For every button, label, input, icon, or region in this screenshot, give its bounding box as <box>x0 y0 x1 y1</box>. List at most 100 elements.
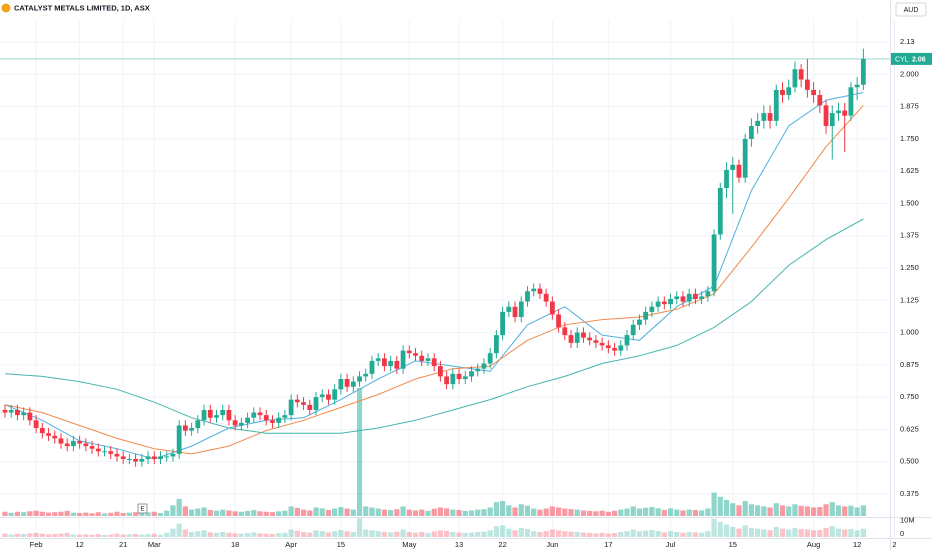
volume-bar <box>699 510 705 516</box>
candle-body <box>836 110 841 114</box>
volume-pane-bar <box>643 530 649 537</box>
y-tick-label: 1.125 <box>900 295 919 304</box>
candle-body <box>425 358 431 361</box>
volume-bar <box>375 508 381 516</box>
candle-body <box>686 293 692 302</box>
y-tick-label: 1.375 <box>900 231 919 240</box>
volume-bar <box>58 511 64 516</box>
last-price-symbol: CYL <box>895 56 909 63</box>
volume-pane-bar <box>195 531 201 537</box>
volume-pane-bar <box>332 531 338 537</box>
candle-body <box>599 342 605 346</box>
volume-bar <box>786 506 792 516</box>
volume-bar <box>213 510 220 516</box>
volume-pane-bar <box>8 534 14 537</box>
volume-pane-bar <box>139 534 145 537</box>
volume-bar <box>555 507 562 516</box>
volume-bar <box>139 512 145 516</box>
volume-bar <box>444 508 450 516</box>
volume-bar <box>462 510 468 516</box>
volume-pane-bar <box>77 534 83 537</box>
candle-body <box>8 409 14 413</box>
volume-bar <box>842 506 848 516</box>
volume-pane-bar <box>64 533 70 537</box>
volume-pane-bar <box>761 529 767 537</box>
candle-body <box>369 360 375 374</box>
y-tick-label: 1.625 <box>900 166 919 175</box>
volume-bar <box>730 503 736 516</box>
candle-body <box>462 376 468 379</box>
volume-pane-bar <box>823 527 829 537</box>
volume-bar <box>101 513 108 516</box>
candle-body <box>444 376 450 385</box>
y-tick-label: 1.250 <box>900 263 919 272</box>
candle-body <box>282 415 288 418</box>
volume-bar <box>120 513 126 516</box>
candle-body <box>77 440 83 444</box>
volume-bar <box>500 501 506 516</box>
candle-body <box>730 164 736 170</box>
candle-body <box>226 409 232 421</box>
x-tick-label: 12 <box>75 540 83 549</box>
candle-body <box>176 425 182 454</box>
y-tick-label: 1.500 <box>900 198 919 207</box>
currency-box[interactable] <box>895 2 927 17</box>
volume-pane-bar <box>207 532 213 537</box>
volume-pane-bar <box>176 523 182 537</box>
volume-pane-bar <box>786 529 792 537</box>
volume-bar <box>145 512 151 516</box>
candle-body <box>95 448 101 452</box>
volume-pane-bar <box>145 534 151 537</box>
volume-bar <box>450 509 456 516</box>
volume-bar <box>170 505 176 516</box>
volume-bar <box>674 509 680 516</box>
volume-pane-bar <box>425 533 431 537</box>
volume-bar <box>64 510 70 516</box>
candle-body <box>438 366 443 377</box>
x-tick-label: 22 <box>498 540 506 549</box>
volume-pane-bar <box>854 530 860 537</box>
volume-bar <box>761 506 767 516</box>
candle-body <box>344 378 350 387</box>
candle-body <box>568 335 574 343</box>
volume-pane-bar <box>182 529 188 537</box>
volume-pane-bar <box>549 529 555 537</box>
candle-body <box>89 446 95 449</box>
earnings-box[interactable] <box>137 503 148 514</box>
x-tick-label: 21 <box>119 540 127 549</box>
volume-pane-bar <box>798 529 804 537</box>
earnings-marker[interactable]: E <box>140 506 145 513</box>
currency[interactable]: AUD <box>904 7 919 14</box>
volume-bar <box>493 502 499 516</box>
volume-bar <box>288 506 294 516</box>
candle-body <box>456 373 462 379</box>
volume-pane-bar <box>33 532 39 537</box>
y-tick-label: 1.875 <box>900 102 919 111</box>
x-tick-label: 17 <box>604 540 612 549</box>
volume-bar <box>244 510 251 516</box>
volume-bar <box>282 510 288 516</box>
volume-bar <box>537 509 543 516</box>
volume-pane-bar <box>692 532 699 537</box>
volume-pane-bar <box>555 530 562 537</box>
volume-bar <box>133 512 139 516</box>
volume-bar <box>773 503 779 516</box>
volume-pane-bar <box>506 528 512 537</box>
x-tick-label: Jul <box>666 540 676 549</box>
volume-bar <box>736 505 742 516</box>
volume-bar <box>854 507 860 516</box>
volume-bar <box>176 498 182 516</box>
candle-body <box>643 311 649 320</box>
axes: 2.13 2.000 1.875 1.750 1.625 1.500 1.375 1.250 1… <box>30 37 919 549</box>
candle-body <box>487 353 493 364</box>
volume-pane-bar <box>213 532 220 537</box>
volume-bar <box>767 507 773 516</box>
candles <box>2 48 866 467</box>
candle-body <box>817 95 823 106</box>
volume-pane-bar <box>456 532 462 537</box>
volume-bar <box>630 506 636 516</box>
volume-pane-bar <box>661 532 667 537</box>
candle-body <box>811 89 816 96</box>
volume-bar <box>543 508 549 516</box>
candle-body <box>338 378 344 390</box>
